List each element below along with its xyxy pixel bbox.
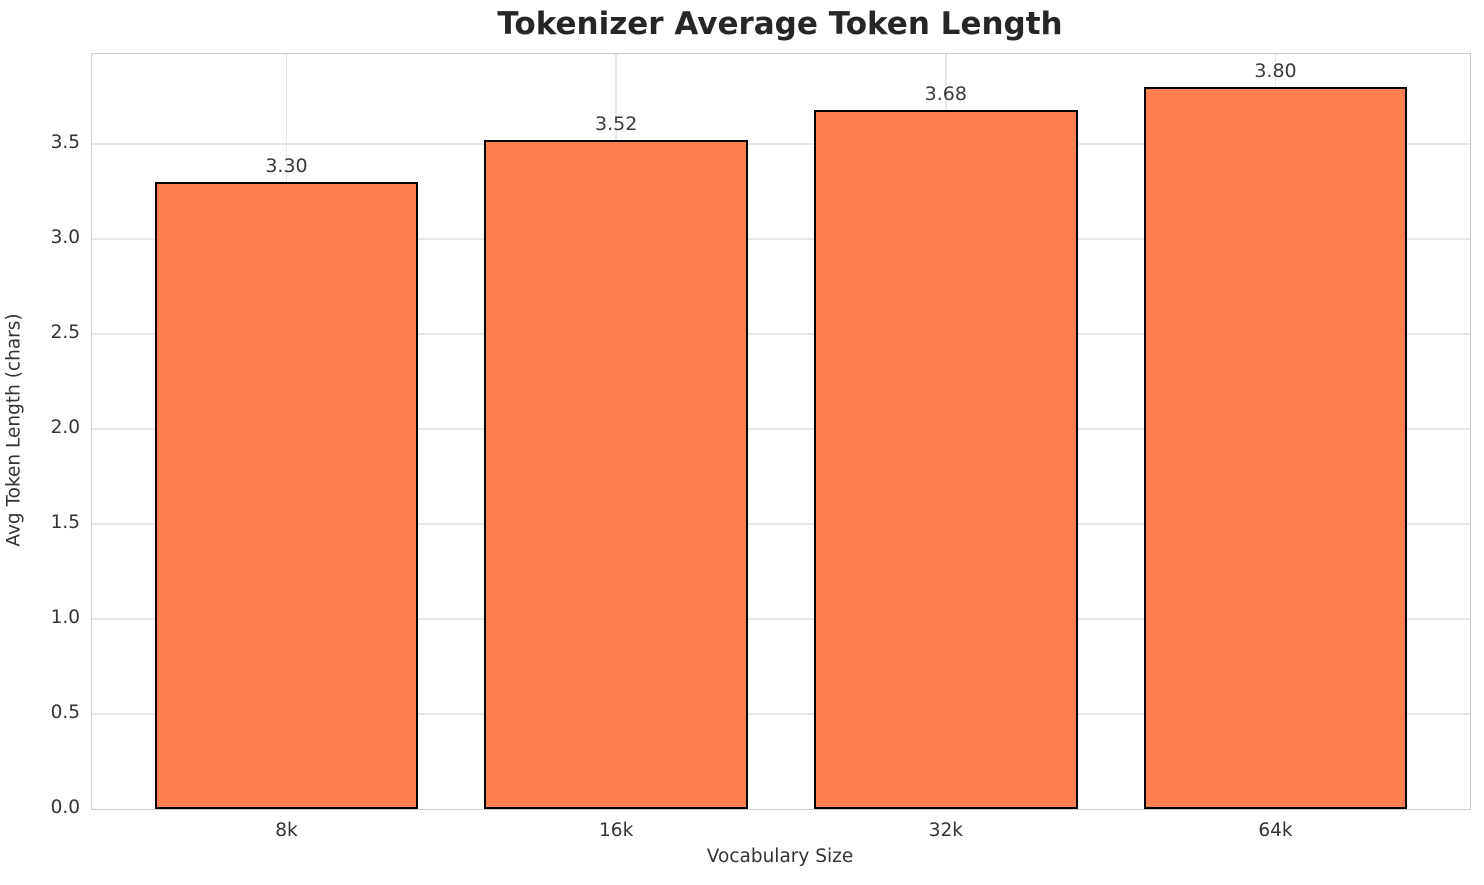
gridline-horizontal: [92, 713, 1470, 715]
x-tick-label: 8k: [275, 820, 298, 841]
gridline-horizontal: [92, 428, 1470, 430]
y-tick-label: 0.5: [50, 702, 80, 723]
x-tick-label: 32k: [928, 820, 963, 841]
bar-32k: [813, 109, 1078, 809]
x-axis-label: Vocabulary Size: [706, 846, 854, 867]
y-tick-label: 2.0: [50, 417, 80, 439]
bar-value-label: 3.68: [924, 82, 967, 105]
x-tick-label: 16k: [599, 820, 634, 841]
bar-64k: [1143, 87, 1408, 809]
bar-value-label: 3.30: [265, 155, 308, 178]
y-tick-label: 1.0: [50, 607, 80, 628]
y-tick-label: 3.0: [50, 227, 80, 249]
gridline-horizontal: [92, 333, 1470, 335]
gridline-horizontal: [92, 523, 1470, 525]
x-tick-label: 64k: [1258, 820, 1293, 841]
bar-value-label: 3.52: [595, 113, 638, 136]
bar-8k: [154, 182, 419, 809]
chart-title: Tokenizer Average Token Length: [497, 6, 1063, 42]
y-tick-label: 3.5: [50, 132, 80, 154]
gridline-horizontal: [92, 238, 1470, 240]
y-tick-label: 2.5: [50, 322, 80, 344]
gridline-horizontal: [92, 618, 1470, 620]
bar-16k: [484, 140, 749, 809]
plot-area: 0.0 0.5 1.0 1.5 2.0 2.5 3.0 3.5 3.30 8k 3.52 16k 3.6…: [51, 53, 1471, 841]
bar-value-label: 3.80: [1254, 60, 1297, 83]
gridline-horizontal: [92, 143, 1470, 145]
y-tick-label: 1.5: [50, 512, 80, 534]
y-tick-label: 0.0: [50, 797, 80, 818]
